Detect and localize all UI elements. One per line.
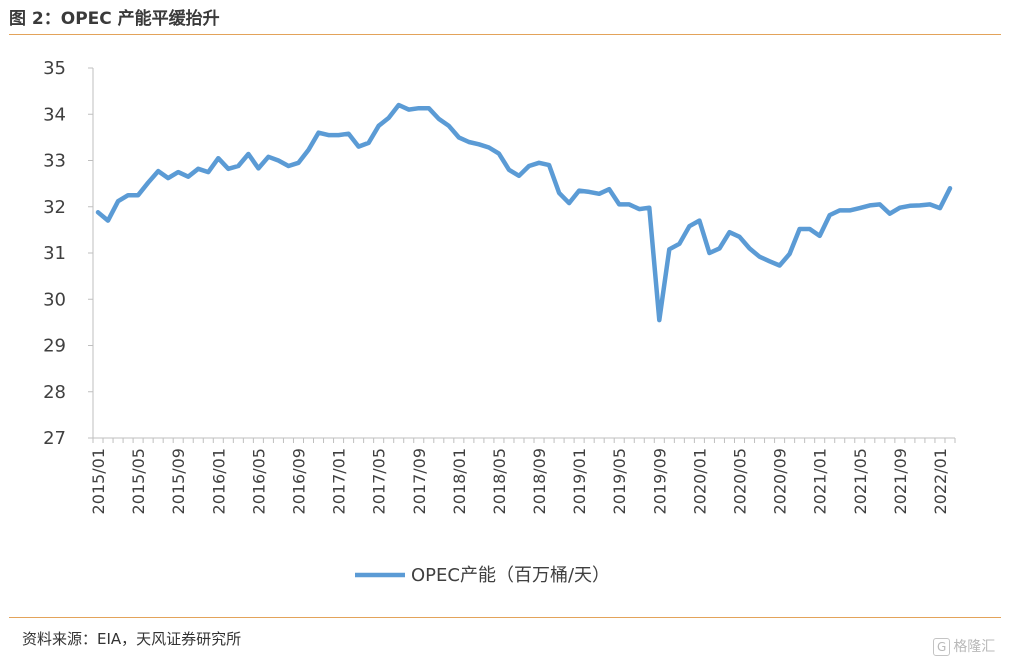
- y-tick-label: 31: [43, 243, 66, 264]
- x-tick-label: 2016/09: [289, 448, 308, 514]
- x-tick-label: 2017/09: [410, 448, 429, 514]
- watermark-logo: G 格隆汇: [933, 636, 995, 656]
- x-tick-label: 2015/01: [89, 448, 108, 514]
- legend-label: OPEC产能（百万桶/天）: [411, 565, 610, 586]
- x-tick-label: 2016/05: [249, 448, 268, 514]
- x-tick-label: 2016/01: [209, 448, 228, 514]
- x-tick-label: 2021/09: [891, 448, 910, 514]
- x-tick-label: 2021/01: [811, 448, 830, 514]
- y-axis: 27 28 29 30 31 32 33 34 35: [43, 58, 94, 449]
- x-tick-label: 2017/05: [370, 448, 389, 514]
- bottom-rule: [9, 617, 1001, 618]
- x-axis: 2015/01 2015/05 2015/09 2016/01 2016/05 2016/…: [89, 437, 956, 514]
- x-tick-label: 2018/09: [530, 448, 549, 514]
- x-tick-label: 2018/05: [490, 448, 509, 514]
- x-tick-label: 2019/09: [650, 448, 669, 514]
- x-tick-label: 2020/01: [690, 448, 709, 514]
- y-tick-label: 35: [43, 58, 66, 79]
- y-tick-label: 33: [43, 151, 66, 172]
- y-tick-label: 34: [43, 104, 66, 125]
- x-tick-label: 2019/05: [610, 448, 629, 514]
- watermark-text: 格隆汇: [953, 639, 996, 655]
- x-tick-label: 2015/09: [169, 448, 188, 514]
- series-layer: [95, 102, 953, 323]
- series-line: [95, 102, 953, 323]
- top-rule: [9, 34, 1001, 35]
- legend: OPEC产能（百万桶/天）: [355, 565, 610, 586]
- x-tick-label: 2017/01: [330, 448, 349, 514]
- x-tick-label: 2022/01: [931, 448, 950, 514]
- x-tick-label: 2020/05: [731, 448, 750, 514]
- y-tick-label: 29: [43, 336, 66, 357]
- line-chart: 27 28 29 30 31 32 33 34 35 2015/01 2015/05 2015/09…: [43, 58, 956, 586]
- figure-title: 图 2：OPEC 产能平缓抬升: [9, 9, 220, 29]
- y-tick-label: 27: [43, 428, 66, 449]
- y-tick-label: 28: [43, 382, 66, 403]
- x-tick-label: 2019/01: [570, 448, 589, 514]
- x-tick-label: 2020/09: [771, 448, 790, 514]
- y-tick-label: 32: [43, 197, 66, 218]
- x-tick-label: 2015/05: [129, 448, 148, 514]
- x-tick-label: 2021/05: [851, 448, 870, 514]
- watermark-icon: G: [933, 638, 951, 656]
- x-tick-label: 2018/01: [450, 448, 469, 514]
- source-note: 资料来源：EIA，天风证券研究所: [22, 630, 242, 648]
- y-tick-label: 30: [43, 289, 66, 310]
